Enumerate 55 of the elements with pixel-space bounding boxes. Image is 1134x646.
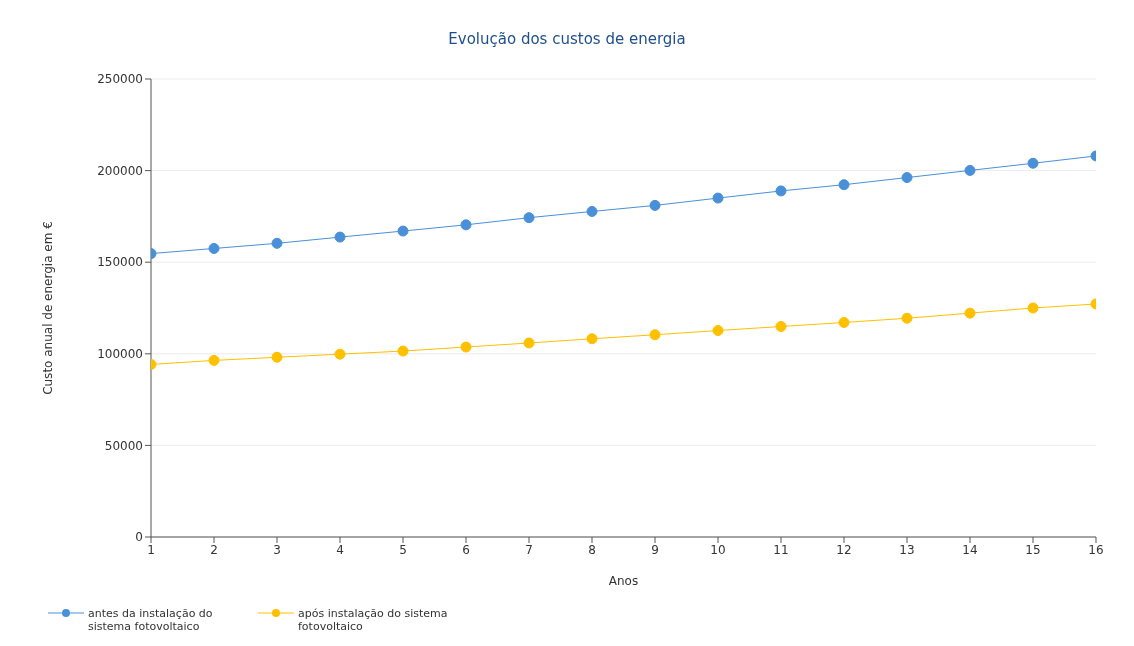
x-tick-label: 9 bbox=[651, 542, 659, 557]
point bbox=[964, 307, 976, 319]
y-tick-label: 200000 bbox=[97, 163, 143, 178]
x-tick-label: 6 bbox=[462, 542, 470, 557]
x-tick-label: 2 bbox=[210, 542, 218, 557]
point bbox=[586, 333, 598, 345]
point bbox=[586, 205, 598, 217]
point bbox=[775, 185, 787, 197]
x-tick-label: 5 bbox=[399, 542, 407, 557]
point bbox=[838, 316, 850, 328]
y-tick-label: 0 bbox=[135, 530, 143, 545]
y-axis-title: Custo anual de energia em € bbox=[41, 221, 56, 395]
legend-label: antes da instalação do sistema fotovoltaico bbox=[88, 607, 214, 633]
point bbox=[775, 321, 787, 332]
legend-label: após instalação do sistema fotovoltaico bbox=[298, 607, 448, 633]
point bbox=[208, 242, 220, 254]
x-tick-label: 8 bbox=[588, 542, 596, 557]
x-tick-label: 4 bbox=[336, 542, 344, 557]
point bbox=[397, 225, 409, 237]
x-tick-label: 12 bbox=[836, 542, 852, 557]
y-tick-label: 50000 bbox=[104, 438, 143, 453]
point bbox=[1027, 157, 1039, 169]
x-tick-label: 15 bbox=[1025, 542, 1041, 557]
point bbox=[334, 348, 346, 360]
point bbox=[1027, 302, 1039, 314]
x-axis-title: Anos bbox=[608, 574, 639, 588]
point bbox=[523, 212, 535, 224]
point bbox=[712, 192, 724, 204]
point bbox=[334, 231, 346, 243]
point bbox=[838, 179, 850, 191]
point bbox=[271, 237, 283, 249]
x-tick-label: 14 bbox=[962, 542, 978, 557]
x-tick-label: 1 bbox=[147, 542, 155, 557]
point bbox=[649, 329, 661, 341]
point bbox=[460, 341, 472, 353]
y-tick-label: 100000 bbox=[97, 347, 143, 362]
x-tick-label: 7 bbox=[525, 542, 533, 557]
point bbox=[964, 164, 976, 176]
point bbox=[523, 337, 535, 349]
point bbox=[712, 325, 724, 337]
x-tick-label: 11 bbox=[773, 542, 789, 557]
x-tick-label: 10 bbox=[710, 542, 726, 557]
point bbox=[901, 172, 913, 184]
y-tick-label: 250000 bbox=[97, 72, 143, 87]
point bbox=[271, 351, 283, 363]
x-tick-label: 16 bbox=[1088, 542, 1104, 557]
point bbox=[208, 354, 220, 366]
point bbox=[460, 219, 472, 231]
point bbox=[649, 199, 661, 211]
x-tick-label: 3 bbox=[273, 542, 281, 557]
chart-title: Evolução dos custos de energia bbox=[447, 29, 687, 50]
point bbox=[397, 345, 409, 357]
y-tick-label: 150000 bbox=[97, 255, 143, 270]
point bbox=[901, 312, 913, 324]
x-tick-label: 13 bbox=[899, 542, 915, 557]
